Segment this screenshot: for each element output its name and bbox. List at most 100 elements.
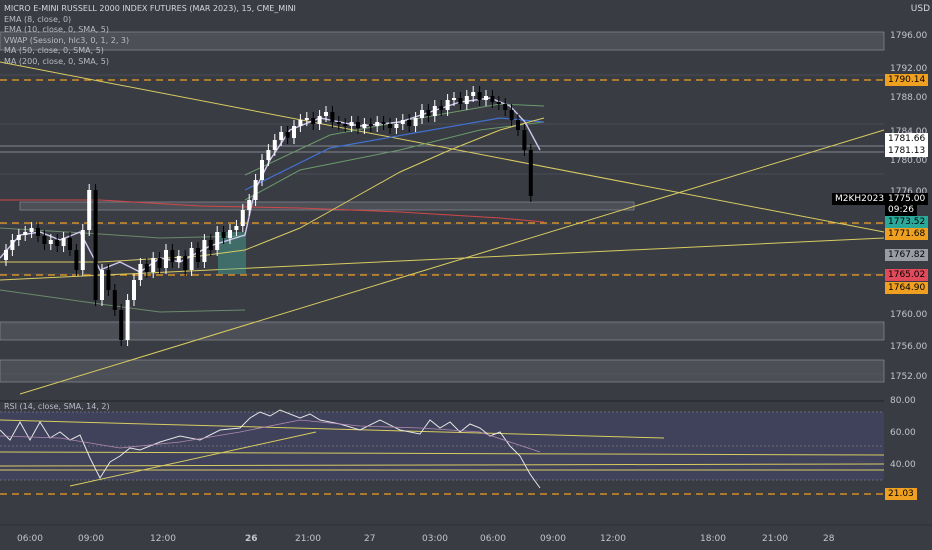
time-axis-label: 06:00 (480, 534, 506, 544)
candle-body (74, 250, 79, 270)
candle-body (253, 180, 258, 200)
time-axis-label: 28 (823, 534, 835, 544)
candle-body (484, 96, 488, 100)
price-tag-1781-13: 1781.13 (885, 145, 929, 157)
price-tag-1790: 1790.14 (885, 74, 929, 86)
candle-body (93, 190, 98, 300)
candle-body (464, 96, 469, 104)
price-tag-1764-90: 1764.90 (885, 282, 929, 294)
candle-body (29, 228, 34, 232)
candle-body (279, 132, 284, 140)
price-axis-label: 1784.00 (890, 127, 927, 137)
time-axis-label: 18:00 (700, 534, 726, 544)
candle-body (48, 240, 53, 244)
price-axis-label: 1756.00 (890, 342, 927, 352)
candle-body (221, 232, 226, 238)
price-axis-label: 1780.00 (890, 156, 927, 166)
candle-body (170, 250, 175, 262)
candle-body (503, 104, 508, 110)
candle-body (317, 116, 322, 124)
indicator-legend: MICRO E-MINI RUSSELL 2000 INDEX FUTURES … (4, 4, 296, 67)
rsi-axis-label: 80.00 (890, 396, 916, 406)
candle-body (4, 250, 8, 260)
candle-body (87, 190, 92, 230)
candle-body (471, 92, 476, 96)
candle-body (362, 124, 367, 128)
candle-body (247, 200, 252, 210)
candle-body (157, 258, 162, 268)
price-axis-label: 1792.00 (890, 64, 927, 74)
price-tag-1765-02: 1765.02 (885, 269, 929, 281)
candle-body (516, 120, 520, 130)
price-axis-label: 1752.00 (890, 372, 927, 382)
candle-body (176, 256, 181, 262)
time-axis-label: 27 (364, 534, 376, 544)
indicator-ema8[interactable]: EMA (8, close, 0) (4, 14, 72, 24)
rsi-value-tag: 21.03 (885, 488, 917, 500)
candle-body (272, 140, 277, 150)
candle-body (381, 122, 386, 124)
candle-body (234, 226, 239, 230)
candle-body (349, 122, 354, 126)
price-tag-1767: 1767.82 (885, 249, 929, 261)
rsi-legend[interactable]: RSI (14, close, SMA, 14, 2) (4, 402, 110, 411)
candle-body (330, 112, 335, 122)
candle-body (55, 240, 60, 246)
time-axis-label: 21:00 (295, 534, 321, 544)
candle-body (228, 230, 232, 238)
price-axis-label: 1760.00 (890, 310, 927, 320)
candle-body (413, 118, 418, 126)
candle-body (240, 210, 245, 226)
candle-body (477, 92, 482, 100)
candle-body (368, 124, 373, 126)
candle-body (23, 232, 28, 235)
time-axis-label: 12:00 (600, 534, 626, 544)
candle-body (439, 106, 444, 110)
price-tag-1773: 1773.52 (885, 216, 929, 228)
candle-body (61, 238, 66, 246)
rsi-axis-label: 40.00 (890, 460, 916, 470)
time-axis-label: 09:00 (78, 534, 104, 544)
candle-body (36, 228, 40, 236)
candle-body (324, 112, 328, 116)
price-axis-label: 1788.00 (890, 93, 927, 103)
candle-body (100, 270, 104, 300)
price-axis-label: 1796.00 (890, 31, 927, 41)
candle-body (458, 98, 463, 104)
price-axis-label: 1776.00 (890, 187, 927, 197)
candle-body (509, 110, 514, 120)
candle-body (10, 240, 15, 250)
time-axis-label: 03:00 (422, 534, 448, 544)
last-price-tag: 1775.00 (885, 193, 929, 205)
candle-body (388, 124, 392, 128)
candle-body (202, 240, 207, 262)
candle-body (522, 130, 527, 150)
candle-body (285, 132, 290, 138)
candle-body (496, 102, 501, 104)
candle-body (311, 118, 316, 124)
candle-body (400, 120, 405, 124)
candle-body (42, 236, 47, 244)
candle-body (138, 264, 143, 280)
candle-body (394, 124, 399, 128)
countdown-tag: 09:26 (885, 204, 917, 216)
candle-body (215, 232, 220, 250)
candle-body (183, 256, 188, 270)
currency-label: USD (910, 4, 930, 14)
candle-body (375, 122, 380, 126)
candle-body (16, 235, 21, 240)
candle-body (490, 96, 495, 102)
candle-body (356, 122, 360, 128)
indicator-ma200[interactable]: MA (200, close, 0, SMA, 5) (4, 56, 110, 66)
candle-body (196, 248, 200, 262)
indicator-ema10[interactable]: EMA (10, close, 0, SMA, 5) (4, 25, 109, 34)
indicator-vwap[interactable]: VWAP (Session, hlc3, 0, 1, 2, 3) (4, 35, 130, 45)
indicator-ma50[interactable]: MA (50, close, 0, SMA, 5) (4, 46, 104, 55)
time-axis-label: 06:00 (17, 534, 43, 544)
candle-body (528, 150, 533, 196)
candle-body (304, 118, 309, 120)
candle-body (336, 122, 341, 124)
chart-title[interactable]: MICRO E-MINI RUSSELL 2000 INDEX FUTURES … (4, 4, 296, 13)
candle-body (452, 98, 456, 100)
